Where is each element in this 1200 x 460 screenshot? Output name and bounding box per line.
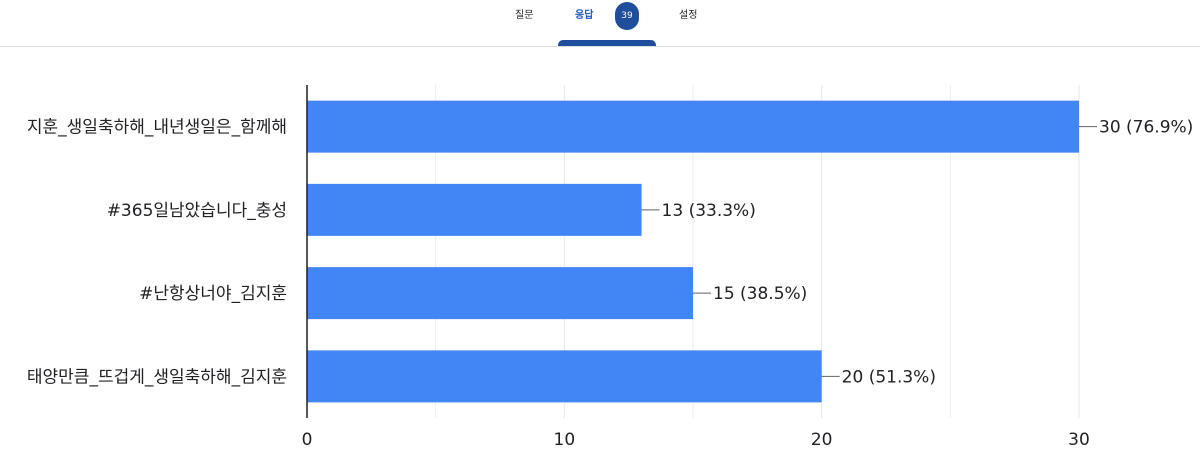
tab-settings[interactable]: 설정 — [679, 10, 698, 21]
x-tick-label: 20 — [811, 430, 833, 450]
tab-responses[interactable]: 응답 — [575, 10, 594, 21]
x-tick-label: 0 — [302, 430, 313, 450]
labels: 30 (76.9%) 지훈_생일축하해_내년생일은_함께해 13 (33.3%) #3… — [27, 118, 1193, 388]
bar-value-label: 20 (51.3%) — [842, 367, 936, 387]
bar-value-label: 13 (33.3%) — [662, 201, 756, 221]
active-tab-indicator — [558, 40, 656, 46]
bar[interactable] — [307, 183, 642, 236]
x-tick-label: 10 — [554, 430, 576, 450]
x-tick-label: 30 — [1068, 430, 1090, 450]
category-label: #난항상너야_김지훈 — [139, 284, 287, 304]
bar[interactable] — [307, 350, 822, 403]
response-count-badge: 39 — [615, 2, 639, 30]
category-label: 태양만큼_뜨겁게_생일축하해_김지훈 — [27, 367, 287, 387]
bar-value-label: 30 (76.9%) — [1099, 118, 1193, 138]
category-label: 지훈_생일축하해_내년생일은_함께해 — [27, 118, 287, 138]
bar[interactable] — [307, 267, 693, 320]
bar[interactable] — [307, 100, 1079, 153]
form-tab-bar: 질문 응답 39 설정 — [0, 0, 1200, 47]
bar-value-label: 15 (38.5%) — [713, 284, 807, 304]
axes: 0 10 20 30 — [302, 85, 1090, 450]
category-label: #365일남았습니다_충성 — [107, 201, 287, 221]
tab-questions[interactable]: 질문 — [515, 10, 534, 21]
bars — [307, 100, 1079, 403]
